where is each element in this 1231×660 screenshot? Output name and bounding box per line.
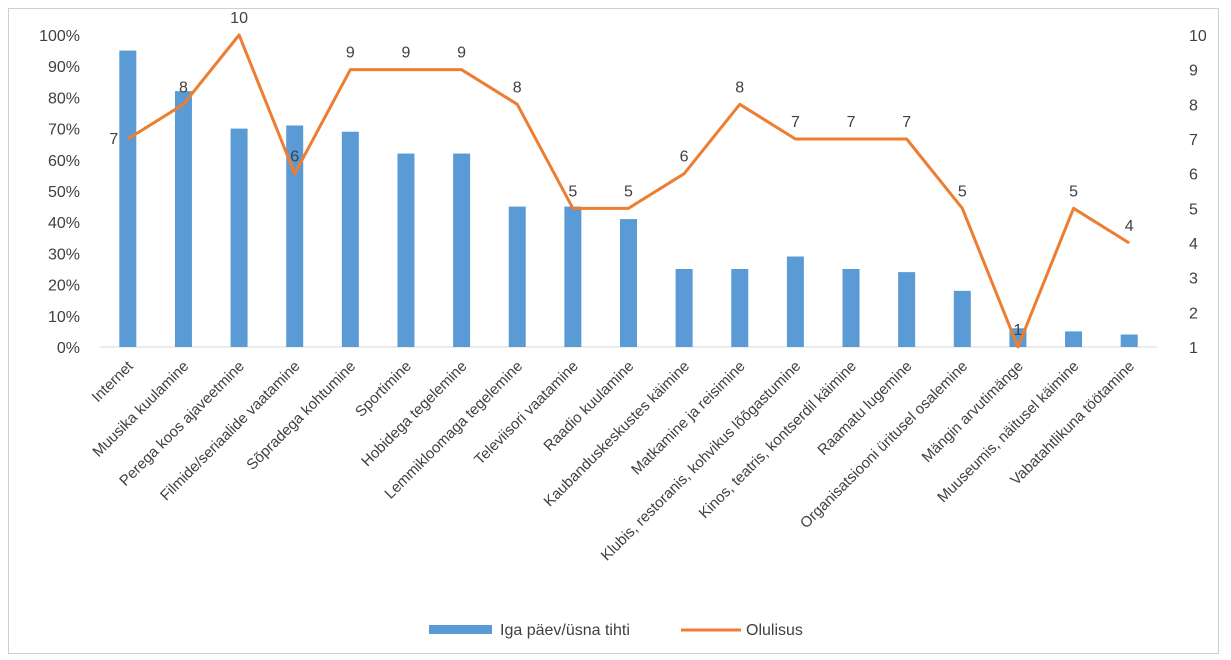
line-data-label: 8 <box>179 79 188 96</box>
bar <box>509 207 526 347</box>
category-label: Klubis, restoranis, kohvikus lõõgastumin… <box>598 358 805 565</box>
right-tick-label: 9 <box>1189 63 1198 80</box>
right-tick-label: 5 <box>1189 201 1198 218</box>
category-label: Internet <box>89 357 138 406</box>
left-axis-ticks: 0% 10% 20% 30% 40% 50% 60% 70% 80% 90% 100% <box>39 28 80 357</box>
category-label: Sõpradega kohtumine <box>243 358 359 474</box>
left-tick-label: 60% <box>48 153 80 170</box>
category-label: Raamatu lugemine <box>814 358 915 459</box>
bar <box>620 219 637 347</box>
line-data-label: 8 <box>513 79 522 96</box>
category-label: Hobidega tegelemine <box>358 358 470 470</box>
right-tick-label: 10 <box>1189 28 1207 45</box>
bar <box>175 91 192 347</box>
bar <box>898 272 915 347</box>
line-data-label: 9 <box>346 45 355 62</box>
bar <box>954 291 971 347</box>
bar <box>731 269 748 347</box>
right-tick-label: 2 <box>1189 305 1198 322</box>
left-tick-label: 40% <box>48 215 80 232</box>
left-tick-label: 100% <box>39 28 80 45</box>
left-tick-label: 90% <box>48 59 80 76</box>
bar <box>843 269 860 347</box>
line-data-label: 4 <box>1125 218 1134 235</box>
line-data-label: 6 <box>290 149 299 166</box>
left-tick-label: 10% <box>48 309 80 326</box>
line-data-label: 9 <box>457 45 466 62</box>
bar <box>1121 335 1138 347</box>
category-label: Mängin arvutimänge <box>919 358 1027 466</box>
bar <box>397 154 414 347</box>
legend-label-bar: Iga päev/üsna tihti <box>500 622 630 639</box>
right-tick-label: 1 <box>1189 340 1198 357</box>
left-tick-label: 30% <box>48 246 80 263</box>
line-data-label: 5 <box>958 183 967 200</box>
bar <box>453 154 470 347</box>
line-data-label: 7 <box>902 114 911 131</box>
left-tick-label: 0% <box>57 340 80 357</box>
right-tick-label: 7 <box>1189 132 1198 149</box>
line-data-label: 5 <box>624 183 633 200</box>
bar <box>676 269 693 347</box>
left-tick-label: 80% <box>48 90 80 107</box>
right-tick-label: 8 <box>1189 97 1198 114</box>
right-axis-ticks: 1 2 3 4 5 6 7 8 9 10 <box>1189 28 1207 357</box>
legend: Iga päev/üsna tihti Olulisus <box>429 622 803 639</box>
line-data-label: 9 <box>402 45 411 62</box>
left-tick-label: 70% <box>48 122 80 139</box>
left-tick-label: 50% <box>48 184 80 201</box>
line-data-label: 5 <box>568 183 577 200</box>
left-tick-label: 20% <box>48 278 80 295</box>
line-data-label: 8 <box>735 79 744 96</box>
line-data-label: 5 <box>1069 183 1078 200</box>
bar <box>787 257 804 347</box>
category-label: Matkamine ja reisimine <box>628 358 748 478</box>
line-data-label: 7 <box>109 131 118 148</box>
right-tick-label: 6 <box>1189 167 1198 184</box>
bar <box>564 207 581 347</box>
line-data-label: 7 <box>791 114 800 131</box>
category-label: Televiisori vaatamine <box>471 358 581 468</box>
line-data-label: 10 <box>230 10 248 27</box>
line-data-label: 1 <box>1013 322 1022 339</box>
legend-swatch-bar <box>429 625 492 634</box>
line-data-label: 7 <box>847 114 856 131</box>
bar <box>342 132 359 347</box>
legend-label-line: Olulisus <box>746 622 803 639</box>
right-tick-label: 4 <box>1189 236 1198 253</box>
bar <box>1065 331 1082 347</box>
line-data-label: 6 <box>680 149 689 166</box>
bar <box>231 129 248 347</box>
right-tick-label: 3 <box>1189 271 1198 288</box>
bar <box>119 51 136 347</box>
category-label: Muusika kuulamine <box>89 358 192 461</box>
